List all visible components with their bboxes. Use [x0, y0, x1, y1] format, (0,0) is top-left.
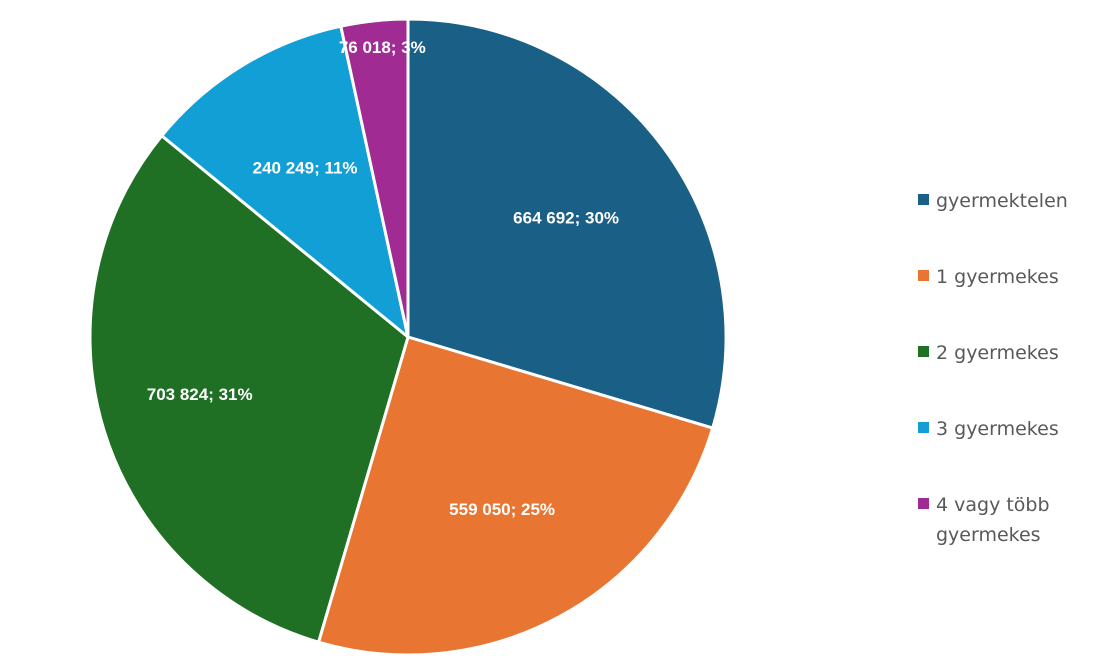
pie-slice-4 [160, 24, 410, 339]
chart-legend: gyermektelen 1 gyermekes 2 gyermekes 3 gyer… [918, 186, 1108, 566]
data-label-1: 664 692; 30% [513, 209, 619, 228]
legend-item-2: 1 gyermekes [918, 262, 1108, 338]
pie-slice-5 [339, 17, 410, 339]
data-label-2: 559 050; 25% [449, 500, 555, 519]
pie-slice-3 [88, 134, 410, 644]
legend-swatch [918, 194, 929, 205]
legend-label: 3 gyermekes [936, 418, 1059, 440]
legend-label: 2 gyermekes [936, 342, 1059, 364]
legend-swatch [918, 422, 929, 433]
pie-slice-2 [317, 335, 715, 656]
legend-swatch [918, 498, 929, 509]
legend-swatch [918, 270, 929, 281]
data-label-5: 76 018; 3% [339, 38, 426, 57]
data-label-3: 703 824; 31% [147, 385, 253, 404]
legend-label: 4 vagy több gyermekes [936, 494, 1050, 546]
legend-item-3: 2 gyermekes [918, 338, 1108, 414]
pie-slice-1 [406, 17, 728, 430]
legend-label: gyermektelen [936, 190, 1068, 212]
data-label-4: 240 249; 11% [253, 158, 358, 177]
pie-slices [88, 17, 728, 656]
legend-item-1: gyermektelen [918, 186, 1108, 262]
legend-item-5: 4 vagy több gyermekes [918, 490, 1108, 566]
legend-swatch [918, 346, 929, 357]
pie-data-labels: 664 692; 30% 559 050; 25% 703 824; 31% 240 … [147, 38, 619, 519]
legend-item-4: 3 gyermekes [918, 414, 1108, 490]
legend-label: 1 gyermekes [936, 266, 1059, 288]
